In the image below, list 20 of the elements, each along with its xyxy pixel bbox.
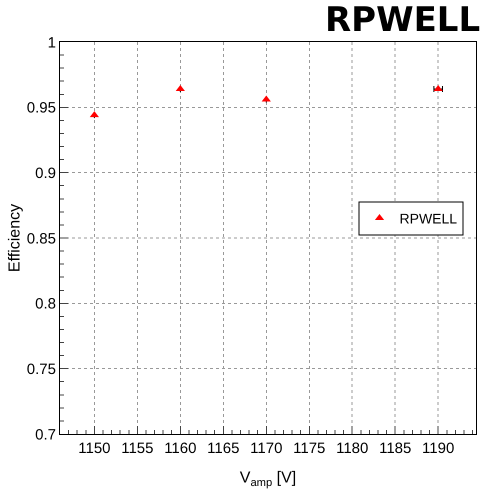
y-tick-label: 0.9: [35, 164, 56, 182]
x-tick-label: 1175: [293, 440, 326, 457]
y-tick-label: 0.75: [26, 360, 56, 378]
x-tick-label: 1185: [379, 440, 412, 457]
x-tick-label: 1150: [78, 440, 111, 457]
y-axis-title: Efficiency: [6, 204, 24, 272]
y-tick-label: 0.95: [26, 100, 56, 117]
x-tick-label: 1180: [336, 440, 368, 457]
chart-title: RPWELL: [324, 0, 480, 40]
x-tick-label: 1155: [121, 440, 154, 457]
y-tick-label: 0.7: [35, 426, 56, 444]
x-tick-label: 1160: [164, 440, 196, 457]
x-tick-label: 1170: [250, 440, 282, 457]
y-tick-label: 0.85: [26, 230, 56, 248]
y-tick-label: 1: [48, 34, 56, 52]
x-tick-label: 1190: [422, 440, 454, 457]
x-axis-title: V$_{amp}$ [V]: [240, 470, 296, 490]
legend-label: RPWELL: [400, 210, 458, 226]
x-tick-label: 1165: [207, 440, 240, 457]
y-tick-label: 0.8: [35, 296, 56, 313]
